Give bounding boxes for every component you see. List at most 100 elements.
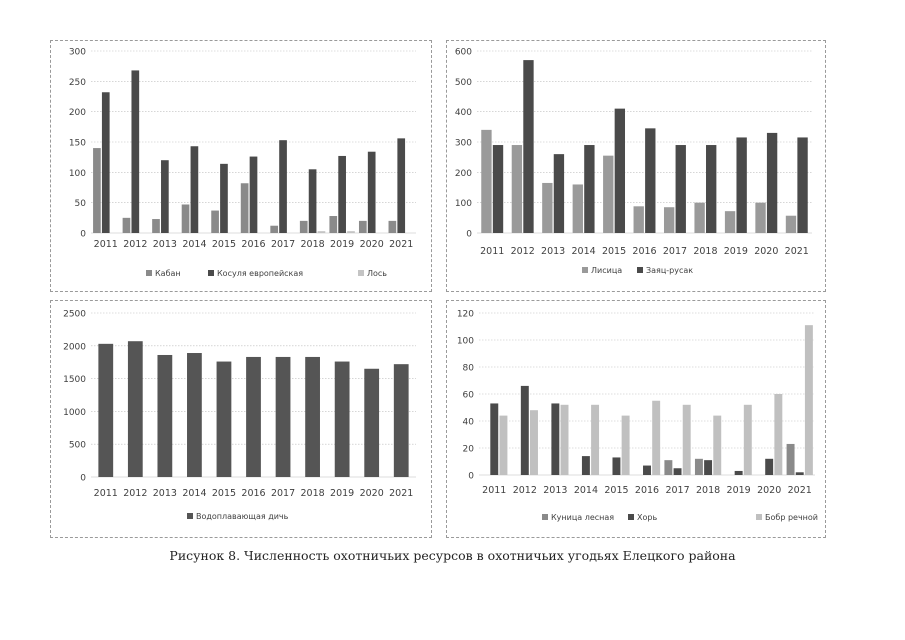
bar-2020-1 (367, 151, 376, 233)
y-tick-label: 2000 (63, 342, 86, 352)
y-tick-label: 60 (463, 391, 475, 401)
bar-2014-0 (187, 353, 202, 477)
bar-2016-1 (249, 156, 258, 233)
bar-2017-2 (682, 404, 691, 475)
bar-2018-0 (694, 202, 705, 233)
y-tick-label: 200 (455, 169, 472, 179)
bar-2013-0 (157, 354, 173, 477)
x-tick-label: 2015 (602, 246, 626, 257)
bar-2013-1 (553, 154, 565, 233)
x-tick-label: 2021 (389, 488, 413, 499)
bar-2017-0 (270, 225, 279, 233)
chart-furbearers-svg: 0 20 40 60 80 100 120 2011 2012 2013 2014 2015 2016 2… (457, 310, 818, 523)
bar-2011-0 (93, 148, 101, 233)
bar-2011-0 (98, 343, 114, 477)
x-tick-label: 2020 (360, 488, 384, 499)
bar-2015-1 (612, 457, 621, 475)
bar-2016-1 (645, 128, 656, 233)
bar-2018-2 (317, 231, 326, 233)
legend-label: Бобр речной (765, 513, 818, 522)
bar-2017-1 (279, 140, 287, 233)
legend-label: Лось (367, 269, 387, 278)
y-tick-label: 0 (80, 230, 86, 240)
x-tick-label: 2012 (511, 246, 535, 257)
x-tick-label: 2015 (212, 488, 236, 499)
bar-2018-1 (704, 460, 713, 475)
bar-2016-0 (633, 206, 644, 233)
y-tick-label: 150 (69, 139, 86, 149)
bar-2020-2 (774, 394, 783, 475)
y-tick-label: 0 (80, 474, 86, 484)
legend-label: Косуля европейская (217, 269, 303, 278)
x-tick-label: 2014 (182, 488, 206, 499)
bar-2017-0 (664, 460, 673, 475)
x-tick-label: 2020 (360, 239, 384, 250)
chart-ungulates-svg: 0 50 100 150 200 250 300 2011 2012 2013 2014 2015 20… (69, 48, 416, 278)
x-tick-label: 2020 (754, 246, 778, 257)
bar-2019-0 (724, 211, 736, 233)
x-tick-label: 2016 (632, 246, 656, 257)
bar-2016-0 (246, 356, 261, 477)
legend-swatch (628, 514, 634, 520)
chart-panel-fox-hare: 0 100 200 300 400 500 600 2011 2012 2013 2014 2015 2… (446, 40, 826, 292)
y-tick-label: 100 (69, 169, 86, 179)
bar-2018-0 (305, 356, 320, 477)
x-tick-label: 2019 (330, 239, 354, 250)
bar-2011-0 (481, 129, 492, 233)
bar-2013-1 (551, 403, 560, 475)
y-tick-label: 500 (69, 441, 86, 451)
bar-2015-0 (216, 361, 232, 477)
y-tick-label: 600 (455, 48, 472, 58)
x-tick-label: 2011 (482, 485, 506, 496)
legend-label: Водоплавающая дичь (196, 512, 289, 521)
x-tick-label: 2018 (696, 485, 720, 496)
x-tick-label: 2011 (480, 246, 504, 257)
y-tick-label: 1000 (63, 408, 86, 418)
bar-2019-0 (329, 216, 338, 233)
chart-panel-furbearers: 0 20 40 60 80 100 120 2011 2012 2013 2014 2015 2016 2… (446, 300, 826, 538)
bar-2020-0 (358, 220, 367, 233)
bar-2011-1 (101, 92, 110, 234)
x-tick-label: 2017 (271, 239, 295, 250)
x-tick-label: 2014 (574, 485, 598, 496)
x-tick-label: 2017 (665, 485, 689, 496)
x-tick-label: 2016 (635, 485, 659, 496)
bar-2011-2 (499, 415, 508, 475)
x-tick-label: 2013 (541, 246, 565, 257)
x-tick-label: 2014 (182, 239, 206, 250)
bar-2017-0 (275, 356, 291, 477)
x-tick-label: 2014 (571, 246, 595, 257)
bar-2021-0 (393, 364, 409, 477)
y-tick-label: 80 (463, 364, 475, 374)
y-tick-label: 40 (463, 418, 475, 428)
x-tick-label: 2018 (693, 246, 717, 257)
bar-2020-1 (765, 458, 774, 475)
bar-2012-0 (127, 341, 143, 477)
bar-2019-2 (347, 231, 355, 233)
bar-2012-2 (530, 410, 538, 475)
bar-2017-1 (673, 468, 682, 475)
bar-2020-0 (755, 202, 766, 233)
y-tick-label: 1500 (63, 375, 86, 385)
bar-2018-0 (299, 220, 308, 233)
x-tick-label: 2021 (788, 485, 812, 496)
legend-label: Хорь (637, 513, 657, 522)
chart-panel-game-ungulates: 0 50 100 150 200 250 300 2011 2012 2013 2014 2015 20… (50, 40, 432, 292)
bar-2012-1 (131, 70, 140, 233)
y-tick-label: 400 (455, 108, 472, 118)
x-tick-label: 2016 (241, 239, 265, 250)
bar-2014-2 (591, 404, 600, 475)
bar-2013-1 (161, 160, 169, 233)
bar-2016-2 (652, 400, 661, 475)
legend-swatch (146, 270, 152, 276)
bar-2021-0 (388, 220, 397, 233)
bar-2021-1 (795, 472, 804, 475)
x-tick-label: 2017 (663, 246, 687, 257)
bar-2012-1 (523, 60, 534, 233)
x-tick-label: 2016 (241, 488, 265, 499)
bar-2019-1 (338, 155, 346, 233)
x-tick-label: 2018 (300, 488, 324, 499)
bar-2012-0 (122, 217, 131, 233)
chart-fox-hare-svg: 0 100 200 300 400 500 600 2011 2012 2013 2014 2015 2… (455, 48, 812, 275)
x-tick-label: 2011 (94, 488, 118, 499)
